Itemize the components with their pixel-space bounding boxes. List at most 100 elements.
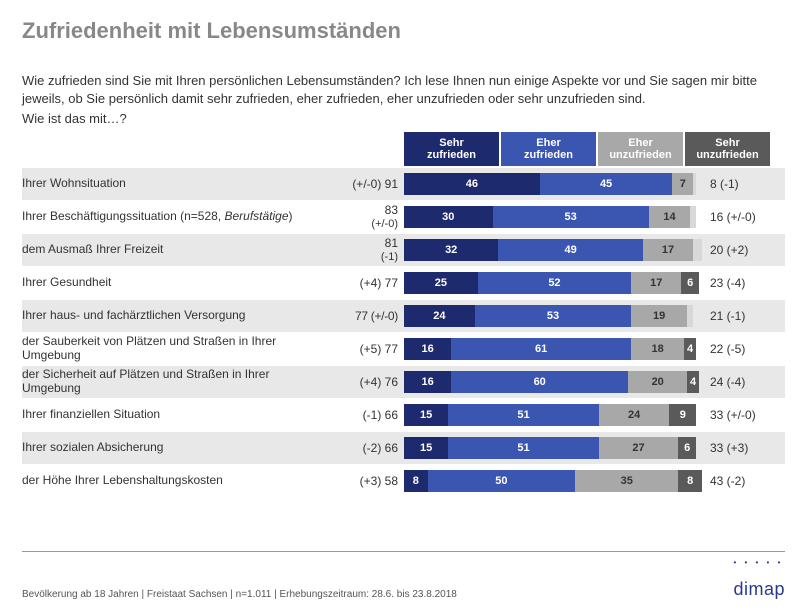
legend-item: Eherunzufrieden bbox=[598, 132, 683, 166]
bar-segment: 53 bbox=[493, 206, 649, 228]
legend-item: Sehrzufrieden bbox=[404, 132, 499, 166]
bar: 245319 bbox=[404, 305, 704, 327]
chart-row: der Höhe Ihrer Lebenshaltungskosten(+3) … bbox=[22, 465, 785, 498]
bar-segment: 30 bbox=[404, 206, 493, 228]
bar-segment: 52 bbox=[478, 272, 631, 294]
row-label: der Sauberkeit von Plätzen und Straßen i… bbox=[22, 335, 322, 363]
bar: 1660204 bbox=[404, 371, 704, 393]
bar: 1661184 bbox=[404, 338, 704, 360]
legend-item: Eherzufrieden bbox=[501, 132, 596, 166]
bar-segment bbox=[693, 239, 702, 261]
row-label: Ihrer Gesundheit bbox=[22, 276, 322, 290]
survey-subquestion: Wie ist das mit…? bbox=[22, 111, 785, 126]
bar: 324917 bbox=[404, 239, 704, 261]
bar-segment: 53 bbox=[475, 305, 631, 327]
bar-segment: 61 bbox=[451, 338, 631, 360]
left-total: (-1) 66 bbox=[322, 409, 404, 422]
bar-segment: 50 bbox=[428, 470, 576, 492]
logo: • • • • •dimap bbox=[733, 558, 785, 600]
chart-row: dem Ausmaß Ihrer Freizeit81(-1)32491720 … bbox=[22, 234, 785, 267]
bar-segment: 17 bbox=[643, 239, 693, 261]
bar-segment: 49 bbox=[498, 239, 643, 261]
footnote: Bevölkerung ab 18 Jahren | Freistaat Sac… bbox=[22, 589, 457, 600]
page-title: Zufriedenheit mit Lebensumständen bbox=[22, 18, 785, 44]
bar: 305314 bbox=[404, 206, 704, 228]
bar-segment: 20 bbox=[628, 371, 687, 393]
left-total: 77 (+/-0) bbox=[322, 310, 404, 323]
bar-segment: 19 bbox=[631, 305, 687, 327]
row-label: der Höhe Ihrer Lebenshaltungskosten bbox=[22, 474, 322, 488]
row-label: Ihrer Wohnsituation bbox=[22, 177, 322, 191]
bar-segment: 15 bbox=[404, 404, 448, 426]
bar-segment: 32 bbox=[404, 239, 498, 261]
bar-segment bbox=[687, 305, 693, 327]
right-total: 24 (-4) bbox=[704, 375, 785, 389]
chart-row: Ihrer finanziellen Situation(-1) 6615512… bbox=[22, 399, 785, 432]
row-label: Ihrer haus- und fachärztlichen Versorgun… bbox=[22, 309, 322, 323]
row-label: Ihrer sozialen Absicherung bbox=[22, 441, 322, 455]
left-total: 81(-1) bbox=[322, 237, 404, 263]
bar-segment bbox=[690, 206, 696, 228]
chart-rows: Ihrer Wohnsituation(+/-0) 91464578 (-1)I… bbox=[22, 168, 785, 498]
right-total: 22 (-5) bbox=[704, 342, 785, 356]
bar: 1551249 bbox=[404, 404, 704, 426]
right-total: 23 (-4) bbox=[704, 276, 785, 290]
left-total: (+4) 77 bbox=[322, 277, 404, 290]
chart-row: der Sauberkeit von Plätzen und Straßen i… bbox=[22, 333, 785, 366]
legend-item: Sehrunzufrieden bbox=[685, 132, 770, 166]
footer: Bevölkerung ab 18 Jahren | Freistaat Sac… bbox=[22, 551, 785, 600]
right-total: 20 (+2) bbox=[704, 243, 785, 257]
survey-question: Wie zufrieden sind Sie mit Ihren persönl… bbox=[22, 72, 785, 107]
chart-row: Ihrer haus- und fachärztlichen Versorgun… bbox=[22, 300, 785, 333]
bar-segment: 8 bbox=[678, 470, 702, 492]
bar-segment: 9 bbox=[669, 404, 696, 426]
bar-segment bbox=[693, 173, 696, 195]
bar-segment: 7 bbox=[672, 173, 693, 195]
bar-segment: 51 bbox=[448, 437, 598, 459]
bar-segment: 60 bbox=[451, 371, 628, 393]
legend: SehrzufriedenEherzufriedenEherunzufriede… bbox=[404, 132, 785, 166]
left-total: (-2) 66 bbox=[322, 442, 404, 455]
bar: 46457 bbox=[404, 173, 704, 195]
bar-segment: 24 bbox=[404, 305, 475, 327]
left-total: 83(+/-0) bbox=[322, 204, 404, 230]
chart-row: Ihrer Gesundheit(+4) 77255217623 (-4) bbox=[22, 267, 785, 300]
bar-segment: 46 bbox=[404, 173, 540, 195]
chart-row: Ihrer Wohnsituation(+/-0) 91464578 (-1) bbox=[22, 168, 785, 201]
row-label: dem Ausmaß Ihrer Freizeit bbox=[22, 243, 322, 257]
right-total: 33 (+3) bbox=[704, 441, 785, 455]
right-total: 33 (+/-0) bbox=[704, 408, 785, 422]
bar-segment: 17 bbox=[631, 272, 681, 294]
bar-segment: 27 bbox=[599, 437, 679, 459]
bar-segment: 18 bbox=[631, 338, 684, 360]
left-total: (+4) 76 bbox=[322, 376, 404, 389]
bar-segment: 51 bbox=[448, 404, 598, 426]
bar-segment: 35 bbox=[575, 470, 678, 492]
bar-segment: 6 bbox=[681, 272, 699, 294]
bar-segment: 14 bbox=[649, 206, 690, 228]
row-label: Ihrer finanziellen Situation bbox=[22, 408, 322, 422]
right-total: 16 (+/-0) bbox=[704, 210, 785, 224]
bar: 850358 bbox=[404, 470, 704, 492]
bar-segment: 4 bbox=[684, 338, 696, 360]
row-label: Ihrer Beschäftigungssituation (n=528, Be… bbox=[22, 210, 322, 224]
row-label: der Sicherheit auf Plätzen und Straßen i… bbox=[22, 368, 322, 396]
bar-segment: 8 bbox=[404, 470, 428, 492]
left-total: (+/-0) 91 bbox=[322, 178, 404, 191]
bar: 2552176 bbox=[404, 272, 704, 294]
chart-row: Ihrer sozialen Absicherung(-2) 661551276… bbox=[22, 432, 785, 465]
chart-row: Ihrer Beschäftigungssituation (n=528, Be… bbox=[22, 201, 785, 234]
chart-row: der Sicherheit auf Plätzen und Straßen i… bbox=[22, 366, 785, 399]
right-total: 43 (-2) bbox=[704, 474, 785, 488]
bar-segment: 45 bbox=[540, 173, 673, 195]
bar-segment: 4 bbox=[687, 371, 699, 393]
left-total: (+3) 58 bbox=[322, 475, 404, 488]
bar-segment: 25 bbox=[404, 272, 478, 294]
bar-segment: 16 bbox=[404, 338, 451, 360]
right-total: 8 (-1) bbox=[704, 177, 785, 191]
bar-segment: 24 bbox=[599, 404, 670, 426]
left-total: (+5) 77 bbox=[322, 343, 404, 356]
bar-segment: 16 bbox=[404, 371, 451, 393]
bar: 1551276 bbox=[404, 437, 704, 459]
bar-segment: 15 bbox=[404, 437, 448, 459]
